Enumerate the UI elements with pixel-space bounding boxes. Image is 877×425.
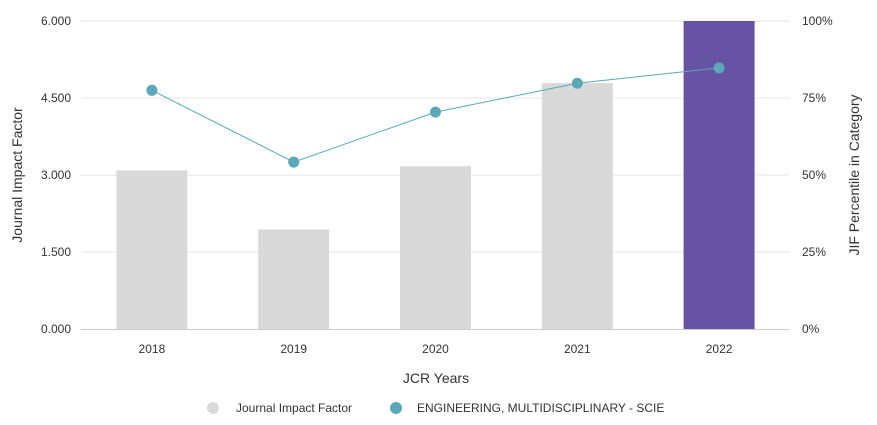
- legend-item-category[interactable]: ENGINEERING, MULTIDISCIPLINARY - SCIE: [390, 401, 664, 415]
- y-left-tick-label: 3.000: [41, 168, 71, 182]
- y-left-tick-label: 4.500: [41, 91, 71, 105]
- y-right-tick-label: 25%: [802, 245, 826, 259]
- y-axis-left-title: Journal Impact Factor: [9, 107, 25, 243]
- right-axis-ticks: 0% 25% 50% 75% 100%: [802, 14, 833, 336]
- y-left-tick-label: 6.000: [41, 14, 71, 28]
- percentile-point-2020[interactable]: [430, 106, 441, 118]
- x-tick-label: 2018: [139, 342, 166, 356]
- y-right-tick-label: 75%: [802, 91, 826, 105]
- percentile-point-2018[interactable]: [146, 84, 158, 96]
- x-tick-label: 2021: [564, 342, 591, 356]
- legend-item-jif[interactable]: Journal Impact Factor: [207, 401, 352, 415]
- y-right-tick-label: 50%: [802, 168, 826, 182]
- y-axis-right-title: JIF Percentile in Category: [846, 94, 862, 255]
- bar-2019[interactable]: [258, 229, 330, 329]
- legend-category-marker: [390, 402, 402, 414]
- legend: Journal Impact Factor ENGINEERING, MULTI…: [207, 401, 664, 415]
- x-axis-title: JCR Years: [403, 370, 469, 386]
- y-right-tick-label: 100%: [802, 14, 833, 28]
- legend-category-label: ENGINEERING, MULTIDISCIPLINARY - SCIE: [417, 401, 664, 415]
- y-right-tick-label: 0%: [802, 322, 820, 336]
- y-left-tick-label: 1.500: [41, 245, 71, 259]
- bar-2020[interactable]: [400, 166, 471, 329]
- bar-series: [116, 21, 755, 329]
- legend-jif-marker: [207, 402, 219, 414]
- bar-2021[interactable]: [541, 83, 613, 329]
- left-axis-ticks: 0.000 1.500 3.000 4.500 6.000: [41, 14, 71, 336]
- x-tick-label: 2022: [706, 342, 733, 356]
- percentile-point-2022[interactable]: [713, 62, 725, 74]
- x-axis-ticks: 2018 2019 2020 2021 2022: [139, 342, 733, 356]
- line-series: [146, 62, 725, 168]
- y-left-tick-label: 0.000: [41, 322, 71, 336]
- legend-jif-label: Journal Impact Factor: [236, 401, 352, 415]
- percentile-point-2021[interactable]: [571, 77, 583, 89]
- x-tick-label: 2020: [422, 342, 449, 356]
- percentile-point-2019[interactable]: [288, 156, 300, 168]
- bar-2018[interactable]: [116, 170, 188, 329]
- x-tick-label: 2019: [280, 342, 307, 356]
